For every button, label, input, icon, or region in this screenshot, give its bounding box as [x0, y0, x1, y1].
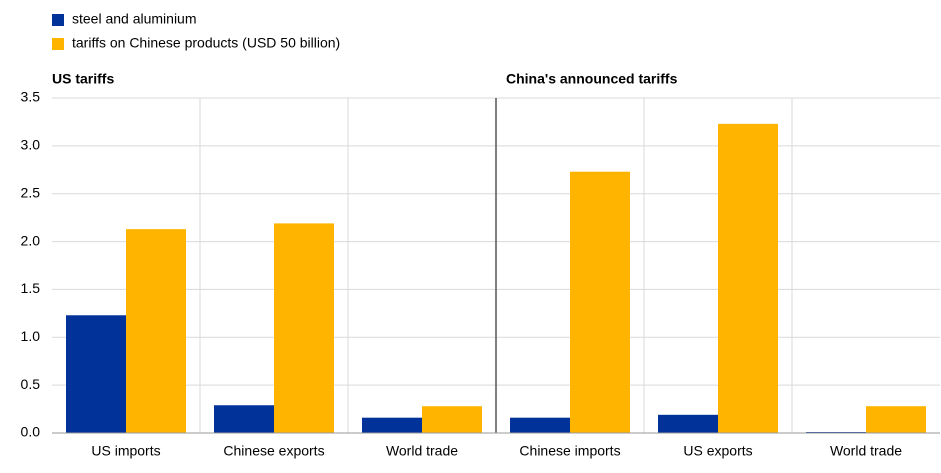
legend-label: tariffs on Chinese products (USD 50 bill…	[72, 35, 340, 51]
x-tick-label: World trade	[830, 443, 902, 459]
legend-swatch	[52, 14, 64, 26]
y-tick-label: 2.0	[21, 232, 41, 248]
y-tick-label: 0.5	[21, 376, 41, 392]
x-tick-label: Chinese imports	[519, 443, 620, 459]
x-tick-label: US exports	[683, 443, 752, 459]
bar	[718, 123, 778, 433]
bar	[214, 405, 274, 433]
bar	[422, 406, 482, 433]
x-tick-label: Chinese exports	[223, 443, 324, 459]
panel-title: China's announced tariffs	[506, 71, 678, 87]
legend-swatch	[52, 38, 64, 50]
y-tick-label: 1.5	[21, 280, 41, 296]
bar	[658, 414, 718, 433]
bar	[362, 417, 422, 433]
x-tick-label: World trade	[386, 443, 458, 459]
x-tick-label: US imports	[91, 443, 160, 459]
y-tick-label: 3.5	[21, 89, 41, 105]
panel-title: US tariffs	[52, 71, 114, 87]
legend-label: steel and aluminium	[72, 11, 197, 27]
bar	[126, 229, 186, 433]
bar	[66, 315, 126, 433]
bar	[510, 417, 570, 433]
y-tick-label: 1.0	[21, 328, 41, 344]
bar	[866, 406, 926, 433]
y-tick-label: 3.0	[21, 137, 41, 153]
y-tick-label: 0.0	[21, 424, 41, 440]
bar	[570, 171, 630, 433]
y-tick-label: 2.5	[21, 184, 41, 200]
bar	[274, 223, 334, 433]
